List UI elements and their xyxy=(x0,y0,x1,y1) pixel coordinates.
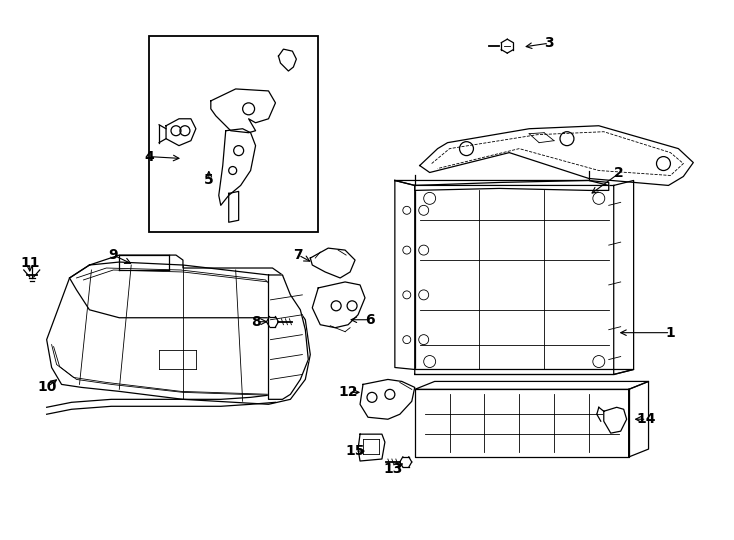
Polygon shape xyxy=(395,180,415,369)
Polygon shape xyxy=(628,381,649,457)
Text: 7: 7 xyxy=(294,248,303,262)
Polygon shape xyxy=(415,185,614,374)
Text: 6: 6 xyxy=(366,313,375,327)
Polygon shape xyxy=(229,191,239,222)
Polygon shape xyxy=(415,381,649,389)
Polygon shape xyxy=(312,282,365,328)
Text: 15: 15 xyxy=(345,444,365,458)
Text: 10: 10 xyxy=(37,380,57,394)
Bar xyxy=(149,36,319,232)
Polygon shape xyxy=(360,380,415,419)
Text: 9: 9 xyxy=(109,248,118,262)
Text: 14: 14 xyxy=(637,412,656,426)
Polygon shape xyxy=(166,119,196,146)
Text: 13: 13 xyxy=(383,462,402,476)
Polygon shape xyxy=(614,180,633,374)
Polygon shape xyxy=(47,262,310,404)
Text: 3: 3 xyxy=(544,36,554,50)
Polygon shape xyxy=(278,49,297,71)
Polygon shape xyxy=(415,180,608,191)
Text: 11: 11 xyxy=(20,256,40,270)
Polygon shape xyxy=(211,89,275,133)
Text: 4: 4 xyxy=(145,150,154,164)
Polygon shape xyxy=(395,180,608,185)
Text: 2: 2 xyxy=(614,166,624,180)
Text: 12: 12 xyxy=(338,386,358,400)
Polygon shape xyxy=(420,126,694,185)
Polygon shape xyxy=(310,248,355,278)
Polygon shape xyxy=(70,255,291,318)
Polygon shape xyxy=(415,389,628,457)
Polygon shape xyxy=(358,434,385,461)
Text: 5: 5 xyxy=(204,173,214,187)
Text: 8: 8 xyxy=(251,315,261,329)
Polygon shape xyxy=(219,129,255,205)
Polygon shape xyxy=(415,369,633,374)
Polygon shape xyxy=(269,275,308,400)
Polygon shape xyxy=(604,407,627,433)
Text: 1: 1 xyxy=(666,326,675,340)
